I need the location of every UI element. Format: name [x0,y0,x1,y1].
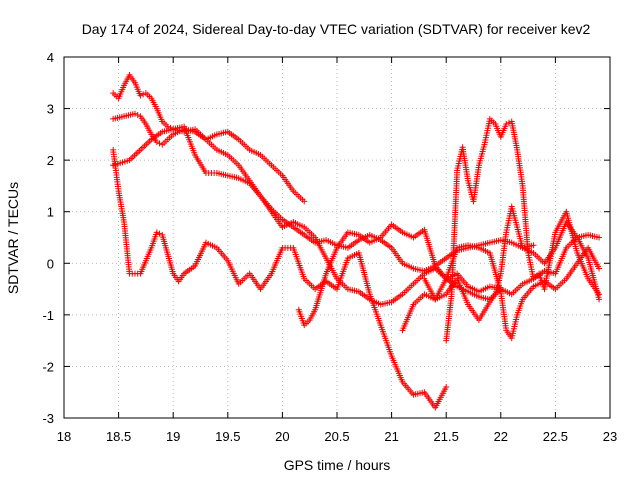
data-point [596,296,603,303]
data-point [131,110,138,117]
data-point [153,139,160,146]
x-tick-label: 19.5 [215,429,240,444]
y-tick-label: 4 [47,50,54,65]
x-tick-label: 22 [494,429,508,444]
data-point [503,121,510,128]
grid [64,57,610,418]
x-tick-label: 20.5 [324,429,349,444]
data-point [137,92,144,99]
data-point [164,123,171,130]
data-point [530,242,537,249]
axis-ticks [63,56,611,419]
x-tick-label: 23 [603,429,617,444]
data-point [596,265,603,272]
y-tick-label: 0 [47,256,54,271]
x-axis-label: GPS time / hours [284,457,391,473]
x-tick-label: 20 [275,429,289,444]
x-tick-label: 21.5 [434,429,459,444]
x-tick-label: 22.5 [543,429,568,444]
x-tick-label: 19 [166,429,180,444]
y-tick-labels: -3 -2 -1 0 1 2 3 4 [42,50,54,426]
y-tick-label: -2 [42,359,54,374]
x-tick-labels: 18 18.5 19 19.5 20 20.5 21 21.5 22 22.5 23 [57,429,617,444]
x-tick-label: 18 [57,429,71,444]
data-points [110,72,603,411]
interpolated-point [505,119,512,126]
data-point [596,234,603,241]
y-tick-label: -1 [42,308,54,323]
y-tick-label: 1 [47,205,54,220]
y-tick-label: 2 [47,153,54,168]
y-tick-label: -3 [42,411,54,426]
data-point [153,229,160,236]
x-tick-label: 18.5 [106,429,131,444]
data-point [443,384,450,391]
chart-title: Day 174 of 2024, Sidereal Day-to-day VTE… [82,21,591,37]
y-tick-label: 3 [47,102,54,117]
x-tick-label: 21 [384,429,398,444]
interpolated-point [134,112,141,119]
y-axis-label: SDTVAR / TECUs [5,182,21,294]
interpolated-point [156,230,163,237]
data-point [301,198,308,205]
